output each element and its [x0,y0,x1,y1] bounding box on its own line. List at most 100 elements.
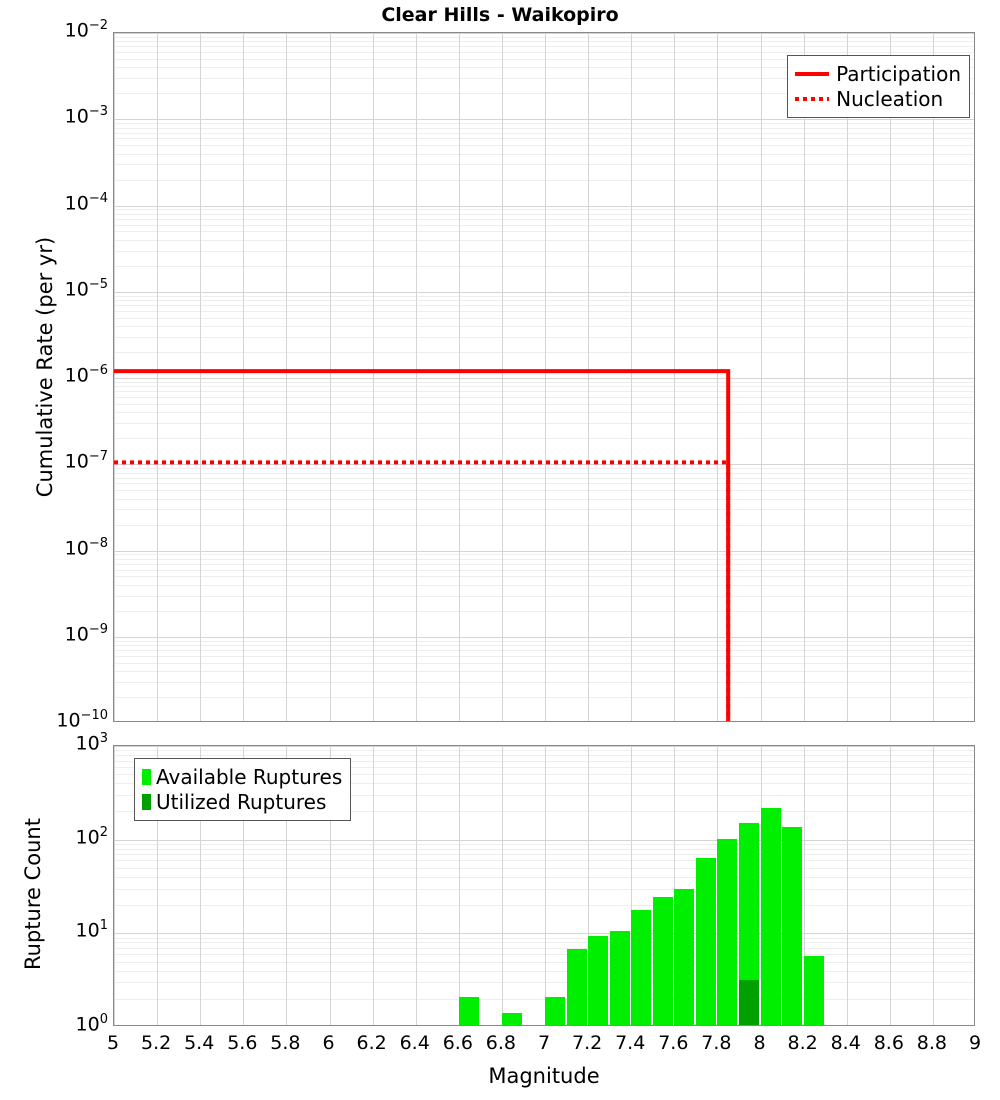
bottom-plot-ylabel: Rupture Count [21,818,45,970]
gridline-minor [114,876,974,878]
gridline-minor [114,138,974,140]
gridline-minor [114,640,974,642]
participation-nucleation-curves [114,369,731,721]
ytick-label: 10−6 [64,363,108,387]
gridline-minor [114,295,974,297]
gridline-minor [114,153,974,155]
gridline-minor [114,774,974,776]
gridline-minor [114,843,974,845]
gridline-minor [114,569,974,571]
gridline-minor [114,317,974,319]
gridline-vertical [286,33,288,721]
legend-item-nucleation[interactable]: Nucleation [795,86,961,111]
gridline-vertical [372,33,374,721]
legend-item-available-ruptures[interactable]: Available Ruptures [142,764,342,789]
gridline-vertical [157,746,159,1025]
gridline-vertical [803,746,805,1025]
gridline-minor [114,224,974,226]
xtick-label: 8 [753,1032,766,1054]
xtick-label: 8.6 [873,1032,904,1054]
gridline-vertical [200,746,202,1025]
gridline-minor [114,650,974,652]
gridline-major [114,378,974,379]
gridline-minor [114,231,974,233]
gridline-vertical [889,33,891,721]
bottom-plot-bars [114,746,974,1025]
gridline-vertical [243,746,245,1025]
gridline-minor [114,58,974,60]
gridline-minor [114,905,974,907]
gridline-minor [114,438,974,440]
page-title: Clear Hills - Waikopiro [381,4,619,26]
gridline-major [114,746,974,747]
gridline-vertical [932,33,934,721]
gridline-minor [114,860,974,862]
gridline-vertical [243,33,245,721]
bar-available-ruptures [501,1013,522,1025]
legend-label-available-ruptures: Available Ruptures [156,764,343,789]
gridline-minor [114,490,974,492]
legend-item-utilized-ruptures[interactable]: Utilized Ruptures [142,789,342,814]
gridline-minor [114,67,974,69]
gridline-minor [114,982,974,984]
gridline-minor [114,381,974,383]
gridline-minor [114,954,974,956]
gridline-major [114,550,974,552]
gridline-minor [114,41,974,43]
gridline-minor [114,766,974,768]
gridline-minor [114,164,974,166]
gridline-minor [114,867,974,869]
gridline-minor [114,36,974,38]
xtick-label: 5.4 [184,1032,215,1054]
available-color-swatch [142,768,151,785]
utilized-color-swatch [142,793,151,810]
ytick-label: 10−7 [64,449,108,473]
gridline-minor [114,942,974,944]
gridline-major [114,464,974,466]
gridline-minor [114,584,974,586]
legend-item-participation[interactable]: Participation [795,61,961,86]
gridline-vertical [329,33,331,721]
xtick-label: 7.4 [615,1032,646,1054]
xtick-label: 7.6 [658,1032,689,1054]
gridline-minor [114,524,974,526]
xtick-label: 5.2 [140,1032,172,1054]
gridline-minor [114,386,974,388]
ytick-label: 10−3 [64,104,108,128]
gridline-minor [114,78,974,80]
bar-available-ruptures [738,822,759,1025]
xtick-label: 6.2 [356,1032,387,1054]
gridline-vertical [588,746,590,1025]
gridline-minor [114,750,974,752]
gridline-minor [114,127,974,129]
gridline-minor [114,563,974,565]
gridline-minor [114,218,974,220]
gridline-minor [114,179,974,181]
gridline-vertical [501,33,503,721]
gridline-vertical [545,746,546,1025]
x-axis-label: Magnitude [488,1064,600,1088]
cumulative-rate-plot: Participation Nucleation [113,32,975,722]
gridline-minor [114,760,974,762]
gridline-minor [114,391,974,393]
ytick-label: 103 [75,731,108,755]
gridline-minor [114,662,974,664]
xtick-label: 5.8 [270,1032,301,1054]
gridline-minor [114,998,974,1000]
top-plot-ytick-labels: 10−2 10−3 10−4 10−5 10−6 10−7 10−8 10−9 10−10 [0,0,108,760]
xtick-label: 9 [968,1032,982,1054]
xtick-label: 8.8 [916,1032,947,1054]
gridline-minor [114,46,974,48]
gridline-vertical [415,33,417,721]
gridline-minor [114,300,974,302]
gridline-vertical [717,33,719,721]
gridline-minor [114,326,974,328]
gridline-minor [114,145,974,147]
gridline-minor [114,595,974,597]
gridline-minor [114,213,974,215]
gridline-minor [114,783,974,785]
xtick-label: 7 [537,1032,551,1054]
top-plot-series [114,33,974,721]
bar-available-ruptures [609,931,630,1025]
gridline-major [114,205,974,207]
